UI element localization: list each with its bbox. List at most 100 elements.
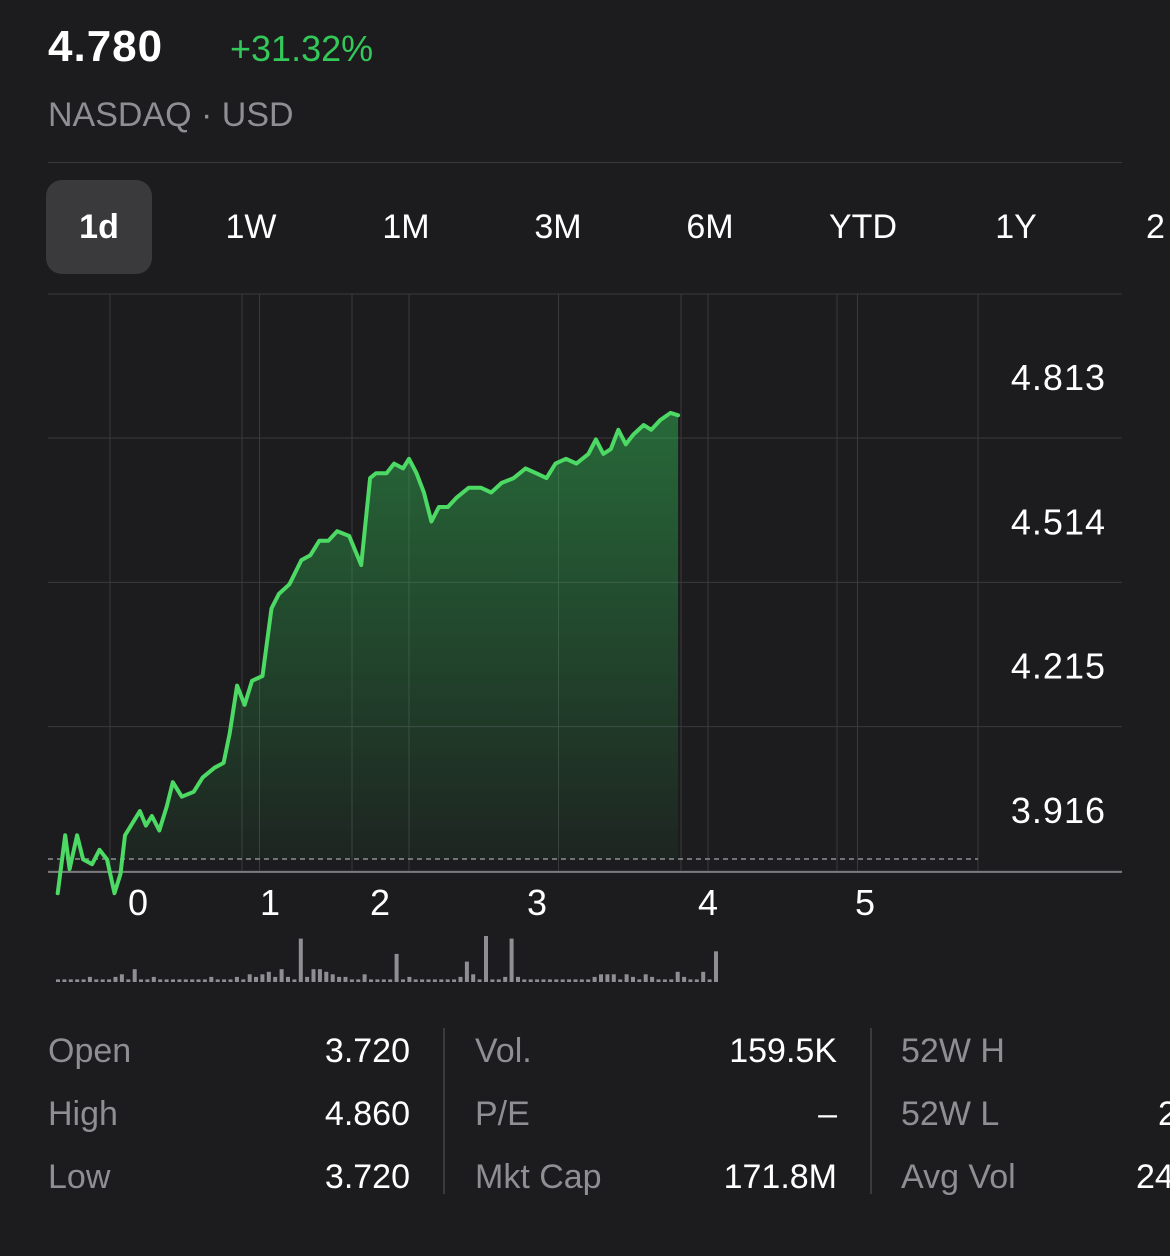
volume-bar bbox=[228, 979, 233, 982]
volume-bar bbox=[439, 979, 444, 982]
stat-value-mkt-cap: 171.8M bbox=[723, 1158, 837, 1196]
stats-divider bbox=[443, 1028, 445, 1194]
x-tick-label: 1 bbox=[260, 882, 280, 923]
volume-bar bbox=[503, 976, 508, 982]
volume-bar bbox=[688, 979, 693, 982]
x-tick-label: 2 bbox=[370, 882, 390, 923]
volume-bar bbox=[445, 979, 450, 982]
volume-bar bbox=[68, 979, 73, 982]
stat-label-mkt-cap: Mkt Cap bbox=[475, 1158, 602, 1196]
volume-bar bbox=[694, 979, 699, 982]
volume-bar bbox=[541, 979, 546, 982]
volume-bar bbox=[247, 974, 252, 982]
volume-bar bbox=[126, 979, 131, 982]
volume-bar bbox=[496, 979, 501, 982]
volume-bar bbox=[624, 974, 629, 982]
volume-bar bbox=[362, 974, 367, 982]
volume-bar bbox=[177, 979, 182, 982]
stat-label-high: High bbox=[48, 1095, 118, 1133]
stock-price: 4.780 bbox=[48, 22, 164, 71]
volume-bar bbox=[107, 979, 112, 982]
volume-bar bbox=[356, 979, 361, 982]
volume-bar bbox=[171, 979, 175, 982]
volume-bar bbox=[75, 979, 80, 982]
volume-bar bbox=[87, 976, 92, 982]
volume-bar bbox=[119, 974, 124, 982]
y-tick-label: 4.514 bbox=[1011, 501, 1106, 542]
volume-bar bbox=[605, 974, 610, 982]
stat-value-avg-vol: 24 bbox=[1136, 1158, 1170, 1196]
volume-bar bbox=[56, 979, 60, 982]
volume-bar bbox=[714, 951, 718, 982]
volume-bar bbox=[675, 971, 680, 982]
stat-value-low: 3.720 bbox=[324, 1158, 410, 1196]
stat-value-52w-low: 2 bbox=[1158, 1095, 1170, 1133]
tab-3m[interactable]: 3M bbox=[534, 208, 582, 246]
volume-bar bbox=[611, 974, 616, 982]
volume-bar bbox=[260, 974, 265, 982]
volume-bar bbox=[707, 979, 712, 982]
tab-1w[interactable]: 1W bbox=[225, 208, 277, 246]
price-chart[interactable]: 4.813 4.514 4.215 3.916 0 1 2 3 4 5 bbox=[0, 288, 1170, 1000]
volume-bar bbox=[81, 979, 86, 982]
volume-bar bbox=[484, 936, 488, 982]
stats-divider bbox=[870, 1028, 872, 1194]
tab-6m[interactable]: 6M bbox=[686, 208, 734, 246]
tab-1m[interactable]: 1M bbox=[382, 208, 430, 246]
volume-bar bbox=[164, 979, 169, 982]
price-change-percent: +31.32% bbox=[230, 28, 374, 69]
volume-bar bbox=[381, 979, 386, 982]
volume-bar bbox=[183, 979, 188, 982]
volume-bar bbox=[273, 976, 278, 982]
stat-label-pe: P/E bbox=[475, 1095, 530, 1133]
volume-bar bbox=[522, 979, 527, 982]
volume-bar bbox=[650, 976, 655, 982]
volume-bar bbox=[669, 979, 674, 982]
volume-bar bbox=[311, 969, 316, 982]
volume-bar bbox=[279, 969, 284, 982]
x-tick-label: 0 bbox=[128, 882, 148, 923]
volume-bar bbox=[618, 979, 623, 982]
volume-bar bbox=[637, 979, 642, 982]
y-axis-ticks: 4.813 4.514 4.215 3.916 bbox=[1011, 357, 1106, 831]
volume-bar bbox=[343, 976, 348, 982]
stat-label-low: Low bbox=[48, 1158, 111, 1196]
stat-label-volume: Vol. bbox=[475, 1032, 532, 1070]
volume-bar bbox=[62, 979, 67, 982]
volume-bar bbox=[254, 976, 258, 982]
stat-value-volume: 159.5K bbox=[729, 1032, 837, 1070]
exchange-currency: NASDAQ · USD bbox=[48, 96, 294, 134]
volume-bar bbox=[547, 979, 552, 982]
x-tick-label: 5 bbox=[855, 882, 875, 923]
tab-ytd[interactable]: YTD bbox=[829, 208, 897, 246]
volume-bar bbox=[94, 979, 99, 982]
volume-bar bbox=[394, 953, 399, 982]
volume-bar bbox=[330, 974, 335, 982]
volume-bar bbox=[477, 979, 482, 982]
volume-bar bbox=[139, 979, 143, 982]
volume-bar bbox=[579, 979, 584, 982]
volume-bar bbox=[132, 969, 137, 982]
volume-bar bbox=[241, 979, 246, 982]
volume-bar bbox=[305, 976, 310, 982]
y-tick-label: 3.916 bbox=[1011, 790, 1106, 831]
volume-bar bbox=[151, 976, 156, 982]
volume-bar bbox=[464, 961, 469, 982]
x-axis-ticks: 0 1 2 3 4 5 bbox=[128, 882, 875, 923]
volume-bar bbox=[298, 938, 303, 982]
x-tick-label: 4 bbox=[698, 882, 718, 923]
volume-bar bbox=[452, 979, 457, 982]
volume-bar bbox=[509, 938, 514, 982]
volume-bar bbox=[222, 979, 227, 982]
volume-bar bbox=[516, 976, 520, 982]
volume-bar bbox=[196, 979, 201, 982]
volume-bar bbox=[292, 979, 297, 982]
tab-1y[interactable]: 1Y bbox=[995, 208, 1037, 246]
tab-2y-partial[interactable]: 2 bbox=[1146, 208, 1165, 246]
volume-bar bbox=[158, 979, 163, 982]
volume-bar bbox=[202, 979, 207, 982]
volume-bar bbox=[662, 979, 667, 982]
volume-bar bbox=[701, 971, 706, 982]
volume-bar bbox=[324, 971, 329, 982]
tab-1d[interactable]: 1d bbox=[46, 180, 152, 274]
